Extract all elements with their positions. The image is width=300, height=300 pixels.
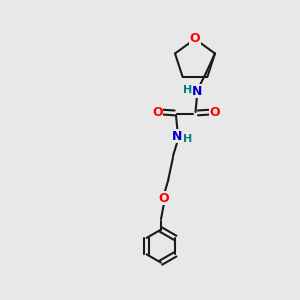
Text: O: O — [210, 106, 220, 118]
Text: O: O — [159, 192, 169, 205]
Text: N: N — [192, 85, 202, 98]
Text: N: N — [172, 130, 183, 142]
Text: H: H — [183, 85, 192, 94]
Text: O: O — [190, 32, 200, 46]
Text: O: O — [152, 106, 163, 118]
Text: H: H — [183, 134, 193, 144]
